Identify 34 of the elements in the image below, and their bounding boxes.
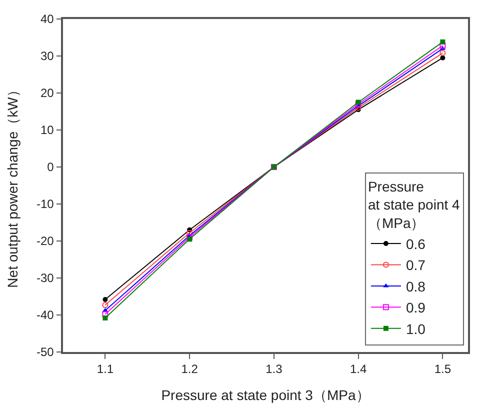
- legend-label: 0.9: [406, 300, 426, 316]
- legend-label: 0.7: [406, 257, 426, 274]
- point: [440, 42, 446, 49]
- y-tick-label: 10: [40, 123, 54, 138]
- point: [102, 315, 108, 320]
- point: [440, 55, 446, 60]
- point: [102, 302, 108, 308]
- point: [187, 236, 192, 242]
- y-tick-label: -50: [36, 345, 54, 360]
- y-tick-label: 20: [40, 86, 54, 100]
- y-tick-label: 30: [40, 49, 54, 64]
- y-tick-label: -40: [36, 308, 54, 322]
- point: [440, 50, 446, 56]
- legend-label: 1.0: [406, 320, 426, 337]
- y-tick-label: 0: [47, 160, 54, 174]
- legend-label: 0.6: [406, 236, 426, 252]
- point: [356, 100, 361, 105]
- point: [186, 234, 193, 240]
- y-tick-label: -20: [36, 234, 54, 248]
- x-tick-label: 1.4: [350, 362, 367, 376]
- point: [440, 39, 446, 44]
- legend-title: Pressure at state point 4 （MPa）: [368, 178, 460, 231]
- x-tick-label: 1.1: [96, 362, 114, 376]
- y-tick-label: -30: [36, 271, 54, 286]
- point: [102, 311, 108, 318]
- x-tick-label: 1.3: [266, 362, 283, 376]
- y-tick-label: 40: [40, 12, 54, 26]
- y-axis-title: Net output power change（kW）: [4, 83, 21, 288]
- x-tick-label: 1.5: [434, 362, 452, 376]
- x-axis-title: Pressure at state point 3（MPa）: [161, 386, 370, 403]
- legend-label: 0.8: [406, 278, 426, 294]
- point: [102, 296, 108, 302]
- y-tick-label: -10: [36, 197, 54, 212]
- x-tick-label: 1.2: [181, 362, 198, 376]
